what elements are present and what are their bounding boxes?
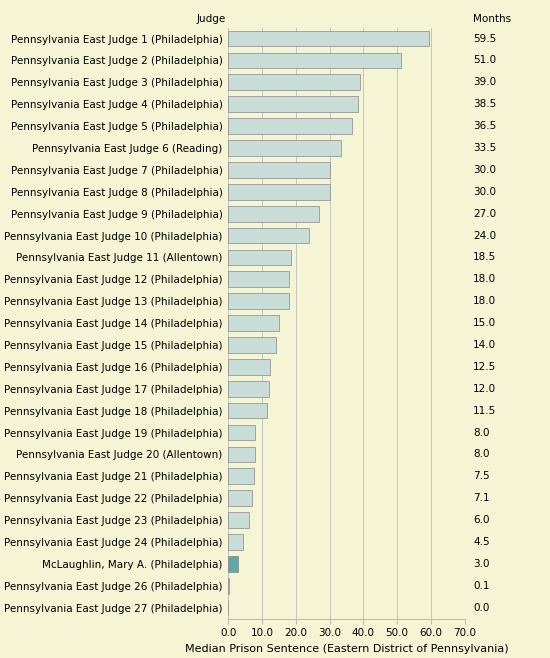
Text: 15.0: 15.0 — [473, 318, 496, 328]
Bar — [228, 184, 329, 199]
Bar — [228, 118, 351, 134]
Bar — [228, 293, 289, 309]
Text: 36.5: 36.5 — [473, 121, 496, 131]
Text: 24.0: 24.0 — [473, 230, 496, 241]
Text: 14.0: 14.0 — [473, 340, 496, 350]
Bar — [228, 403, 267, 418]
Text: 12.0: 12.0 — [473, 384, 496, 393]
Bar — [228, 162, 329, 178]
Text: 27.0: 27.0 — [473, 209, 496, 218]
Bar — [228, 315, 279, 331]
Bar — [228, 556, 238, 572]
Bar — [228, 206, 320, 222]
Text: 8.0: 8.0 — [473, 449, 490, 459]
Text: 39.0: 39.0 — [473, 78, 496, 88]
Text: 4.5: 4.5 — [473, 537, 490, 547]
Bar — [228, 447, 255, 463]
Text: 59.5: 59.5 — [473, 34, 496, 43]
Text: 3.0: 3.0 — [473, 559, 490, 569]
Text: 11.5: 11.5 — [473, 405, 496, 416]
Text: 18.5: 18.5 — [473, 253, 496, 263]
Text: 33.5: 33.5 — [473, 143, 496, 153]
Bar — [228, 140, 342, 156]
Text: 38.5: 38.5 — [473, 99, 496, 109]
Text: 6.0: 6.0 — [473, 515, 490, 525]
Text: 18.0: 18.0 — [473, 274, 496, 284]
Text: 51.0: 51.0 — [473, 55, 496, 65]
Bar — [228, 272, 289, 287]
Bar — [228, 228, 309, 243]
Bar — [228, 424, 255, 440]
Bar — [228, 74, 360, 90]
Text: Months: Months — [474, 14, 512, 24]
Bar — [228, 337, 276, 353]
Text: 0.0: 0.0 — [473, 603, 490, 613]
Bar — [228, 512, 249, 528]
Bar — [228, 359, 271, 374]
Bar — [228, 468, 254, 484]
Text: 30.0: 30.0 — [473, 165, 496, 175]
Text: 7.1: 7.1 — [473, 493, 490, 503]
Bar — [228, 534, 244, 550]
Text: Judge: Judge — [196, 14, 226, 24]
Bar — [228, 490, 252, 506]
Bar — [228, 53, 400, 68]
Bar — [228, 96, 359, 112]
Text: 12.5: 12.5 — [473, 362, 496, 372]
Text: 0.1: 0.1 — [473, 581, 490, 591]
Bar — [228, 31, 429, 47]
Bar — [228, 249, 291, 265]
Text: 7.5: 7.5 — [473, 471, 490, 481]
Bar — [228, 381, 269, 397]
Text: 8.0: 8.0 — [473, 428, 490, 438]
X-axis label: Median Prison Sentence (Eastern District of Pennsylvania): Median Prison Sentence (Eastern District… — [185, 644, 508, 654]
Text: 30.0: 30.0 — [473, 187, 496, 197]
Text: 18.0: 18.0 — [473, 296, 496, 306]
